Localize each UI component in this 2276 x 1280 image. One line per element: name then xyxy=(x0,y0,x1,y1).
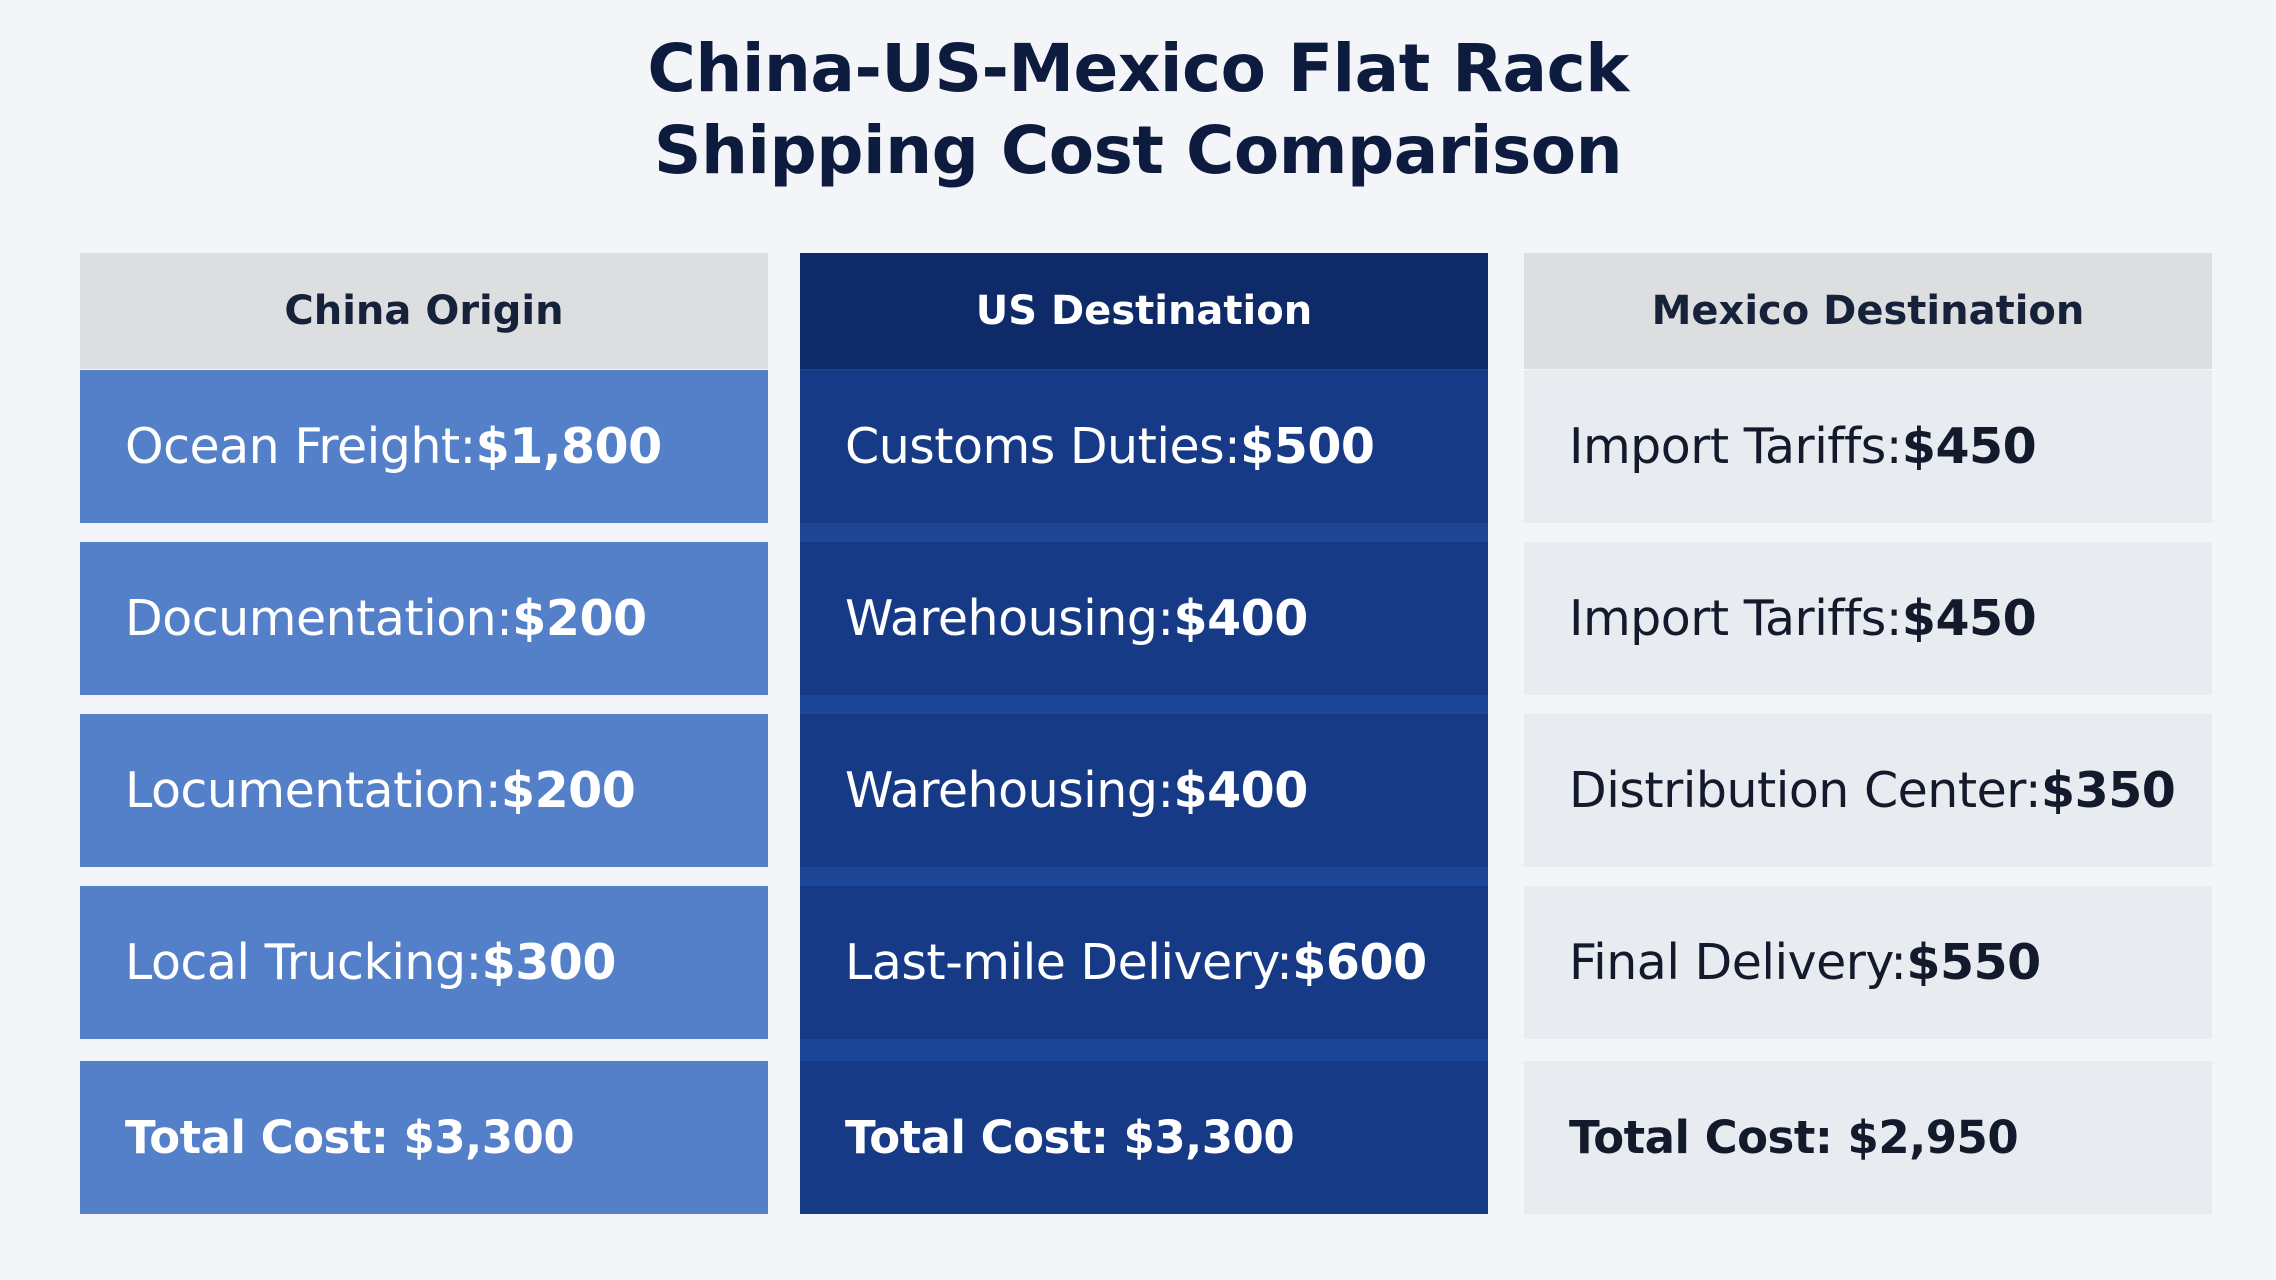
cost-label: Import Tariffs: xyxy=(1569,590,1902,647)
cost-value: $450 xyxy=(1901,418,2037,475)
cost-cell: Final Delivery: $550 xyxy=(1524,886,2212,1039)
cost-label: Final Delivery: xyxy=(1569,934,1907,991)
title-line-2: Shipping Cost Comparison xyxy=(653,112,1623,189)
column-header: Mexico Destination xyxy=(1524,253,2212,369)
cost-label: Customs Duties: xyxy=(845,418,1241,475)
cost-cell: Last-mile Delivery: $600 xyxy=(800,886,1488,1039)
cost-cell: Import Tariffs: $450 xyxy=(1524,542,2212,695)
cost-cell: Warehousing: $400 xyxy=(800,542,1488,695)
cost-label: Distribution Center: xyxy=(1569,762,2042,819)
cost-label: Warehousing: xyxy=(845,762,1174,819)
cost-value: $600 xyxy=(1292,934,1427,991)
cost-cell: Documentation: $200 xyxy=(80,542,768,695)
cost-label: Ocean Freight: xyxy=(125,418,476,475)
cost-label: Locumentation: xyxy=(125,762,501,819)
cost-label: Last-mile Delivery: xyxy=(845,934,1293,991)
cost-label: Import Tariffs: xyxy=(1569,418,1902,475)
cost-cell: Locumentation: $200 xyxy=(80,714,768,867)
cost-value: $300 xyxy=(481,934,617,991)
cost-value: $200 xyxy=(512,590,647,647)
cost-cell: Import Tariffs: $450 xyxy=(1524,370,2212,523)
cost-cell: Warehousing: $400 xyxy=(800,714,1488,867)
column-mexico-destination: Mexico Destination Import Tariffs: $450 … xyxy=(1524,253,2212,1214)
cost-value: $400 xyxy=(1173,762,1308,819)
cost-cell: Customs Duties: $500 xyxy=(800,370,1488,523)
column-header: US Destination xyxy=(800,253,1488,369)
cost-label: Documentation: xyxy=(125,590,513,647)
cost-cell: Ocean Freight: $1,800 xyxy=(80,370,768,523)
total-cost-cell: Total Cost: $3,300 xyxy=(800,1061,1488,1214)
page-title: China-US-Mexico Flat Rack Shipping Cost … xyxy=(0,28,2276,192)
column-us-destination: US Destination Customs Duties: $500 Ware… xyxy=(800,253,1488,1214)
cost-value: $400 xyxy=(1173,590,1308,647)
cost-cell: Distribution Center: $350 xyxy=(1524,714,2212,867)
cost-value: $350 xyxy=(2041,762,2176,819)
cost-value: $450 xyxy=(1901,590,2037,647)
cost-label: Local Trucking: xyxy=(125,934,482,991)
total-cost-cell: Total Cost: $2,950 xyxy=(1524,1061,2212,1214)
title-line-1: China-US-Mexico Flat Rack xyxy=(647,30,1629,107)
cost-value: $550 xyxy=(1906,934,2041,991)
cost-label: Warehousing: xyxy=(845,590,1174,647)
cost-value: $200 xyxy=(500,762,636,819)
column-header: China Origin xyxy=(80,253,768,369)
cost-value: $1,800 xyxy=(475,418,663,475)
column-china-origin: China Origin Ocean Freight: $1,800 Docum… xyxy=(80,253,768,1214)
total-cost-cell: Total Cost: $3,300 xyxy=(80,1061,768,1214)
cost-value: $500 xyxy=(1240,418,1375,475)
cost-cell: Local Trucking: $300 xyxy=(80,886,768,1039)
